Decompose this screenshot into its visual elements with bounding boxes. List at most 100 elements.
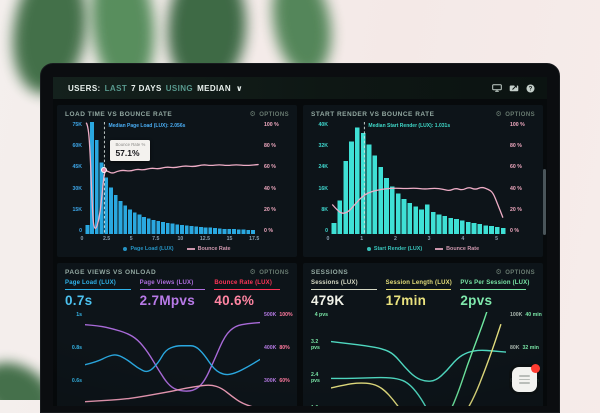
axis-tick: 100K xyxy=(510,311,523,318)
chart-plot[interactable]: Median Start Render (LUX): 1.031s xyxy=(331,122,506,234)
stat-value: 17min xyxy=(385,292,427,308)
gear-icon: ⚙ xyxy=(249,111,257,118)
legend-line-icon xyxy=(435,248,444,250)
dashboard-screen: USERS: LAST 7 DAYS USING MEDIAN ∨ ? xyxy=(53,77,547,406)
axis-tick-pair: 300K 60% xyxy=(264,378,290,384)
panel-title: LOAD TIME VS BOUNCE RATE xyxy=(65,111,173,118)
tooltip-value: 57.1% xyxy=(115,148,140,159)
legend-item: Bounce Rate xyxy=(435,246,479,252)
legend-item: Start Render (LUX) xyxy=(366,246,422,252)
chat-widget-icon xyxy=(519,375,530,384)
stats-row: Sessions (LUX) 479K Session Length (LUX) 17… xyxy=(311,280,535,308)
chart-plot[interactable] xyxy=(85,312,260,407)
options-label: OPTIONS xyxy=(259,269,289,276)
gear-icon: ⚙ xyxy=(249,269,257,276)
chat-widget-button[interactable] xyxy=(512,364,540,392)
panel-start-render: START RENDER VS BOUNCE RATE ⚙ OPTIONS 40… xyxy=(303,105,543,257)
y-axis-left: 1s0.8s0.6s0.4s xyxy=(65,312,85,407)
axis-tick: 80 % xyxy=(510,143,522,150)
chevron-down-icon[interactable]: ∨ xyxy=(236,83,243,93)
header-median-label[interactable]: MEDIAN xyxy=(197,83,232,93)
axis-tick: 0.6s xyxy=(71,377,82,384)
legend-dot-icon xyxy=(123,247,128,251)
axis-tick: 15K xyxy=(72,206,82,213)
header-days-label[interactable]: 7 DAYS xyxy=(131,83,162,93)
panel-grid: LOAD TIME VS BOUNCE RATE ⚙ OPTIONS 75K 60… xyxy=(53,99,547,406)
y-axis-left: 75K 60K 45K 30K 15K 0 xyxy=(65,122,85,234)
stat-value: 2pvs xyxy=(460,292,493,308)
x-axis-tick: 0 xyxy=(80,236,84,242)
axis-tick: 100 % xyxy=(510,122,525,128)
axis-tick: 75K xyxy=(72,122,82,128)
axis-tick-pair: 100K 40 min xyxy=(510,312,542,318)
svg-text:?: ? xyxy=(529,86,533,92)
legend-item: Page Load (LUX) xyxy=(123,246,174,252)
axis-tick: 30K xyxy=(72,185,82,192)
axis-tick: 0 % xyxy=(510,227,519,234)
panel-sessions: SESSIONS ⚙ OPTIONS Sessions (LUX) 479K Ses… xyxy=(303,263,543,406)
x-axis-tick: 5 xyxy=(129,236,133,242)
axis-tick-pair: 80K 32 min xyxy=(510,345,539,351)
axis-tick: 60K xyxy=(72,143,82,150)
chart-plot[interactable] xyxy=(331,312,506,407)
x-axis-tick: 1 xyxy=(360,236,364,242)
options-button[interactable]: ⚙ OPTIONS xyxy=(496,269,536,276)
axis-tick: 0 xyxy=(325,227,328,234)
series-line xyxy=(331,377,436,406)
display-icon[interactable] xyxy=(492,84,502,92)
legend-label: Page Load (LUX) xyxy=(130,246,174,252)
stat-label: Sessions (LUX) xyxy=(311,280,377,290)
stat-column: Sessions (LUX) 479K xyxy=(311,280,386,308)
axis-tick: 60 % xyxy=(264,164,276,171)
axis-tick: 8K xyxy=(321,206,328,213)
x-axis-tick: 12.5 xyxy=(199,236,211,242)
axis-tick: 32K xyxy=(318,143,328,150)
scrollbar-thumb[interactable] xyxy=(543,169,546,235)
axis-tick-pair: 400K 80% xyxy=(264,345,290,351)
axis-tick: 1s xyxy=(76,311,82,318)
axis-tick: 1.6 pvs xyxy=(311,405,328,406)
axis-tick: 4 pvs xyxy=(314,311,328,318)
axis-tick: 24K xyxy=(318,164,328,171)
stat-value: 479K xyxy=(311,292,345,308)
axis-tick: 80 % xyxy=(264,143,276,150)
legend-label: Bounce Rate xyxy=(197,246,231,252)
notification-badge xyxy=(531,364,540,373)
stat-column: Page Load (LUX) 0.7s xyxy=(65,280,140,308)
axis-tick: 40K xyxy=(318,122,328,128)
axis-tick: 100% xyxy=(279,311,293,318)
header-last-label: LAST xyxy=(104,83,128,93)
x-axis-tick: 2.5 xyxy=(102,236,111,242)
legend-dot-icon xyxy=(366,247,371,251)
options-button[interactable]: ⚙ OPTIONS xyxy=(250,111,290,118)
x-axis-tick: 10 xyxy=(177,236,184,242)
chart-plot[interactable]: Median Page Load (LUX): 2.056s Bounce Rat… xyxy=(85,122,260,234)
share-icon[interactable] xyxy=(509,84,519,92)
stat-label: Page Views (LUX) xyxy=(139,280,206,290)
panel-load-time: LOAD TIME VS BOUNCE RATE ⚙ OPTIONS 75K 60… xyxy=(57,105,297,257)
y-axis-left: 4 pvs 3.2 pvs 2.4 pvs 1.6 pvs xyxy=(311,312,331,407)
median-annotation: Median Start Render (LUX): 1.031s xyxy=(368,123,451,129)
tooltip-dot xyxy=(101,167,108,174)
legend-item: Bounce Rate xyxy=(186,246,231,252)
axis-tick: 40 % xyxy=(264,185,276,192)
bounce-rate-line xyxy=(333,188,503,218)
stat-value: 40.6% xyxy=(214,292,255,308)
axis-tick: 80K xyxy=(510,344,520,351)
panel-title: SESSIONS xyxy=(311,269,349,276)
x-axis-tick: 5 xyxy=(495,236,498,242)
options-button[interactable]: ⚙ OPTIONS xyxy=(250,269,290,276)
x-axis-tick: 2 xyxy=(393,236,397,242)
header-using-label: USING xyxy=(165,83,194,93)
options-button[interactable]: ⚙ OPTIONS xyxy=(496,111,536,118)
stat-column: Page Views (LUX) 2.7Mpvs xyxy=(139,280,215,308)
panel-title: START RENDER VS BOUNCE RATE xyxy=(311,111,435,118)
chart-legend: Start Render (LUX) Bounce Rate xyxy=(311,244,535,254)
panel-title: PAGE VIEWS VS ONLOAD xyxy=(65,269,157,276)
options-label: OPTIONS xyxy=(505,269,535,276)
help-icon[interactable]: ? xyxy=(526,84,535,93)
axis-tick: 400K xyxy=(264,344,277,351)
x-axis-tick: 7.5 xyxy=(152,236,160,242)
axis-tick: 32 min xyxy=(522,344,539,351)
